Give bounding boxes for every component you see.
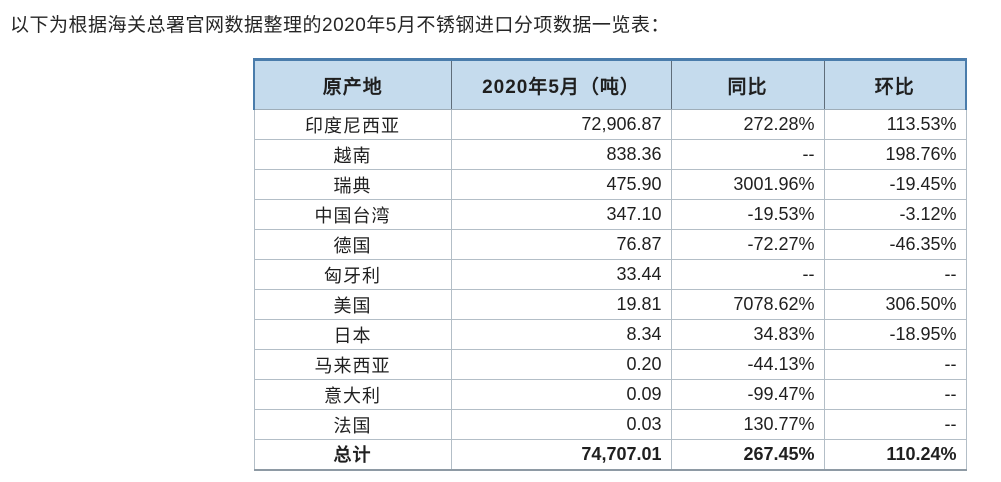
- volume-cell: 72,906.87: [450, 109, 672, 140]
- table-row: 日本 8.34 34.83% -18.95%: [253, 319, 967, 350]
- total-mom-cell: 110.24%: [823, 439, 967, 471]
- total-label-cell: 总计: [253, 439, 452, 471]
- origin-cell: 印度尼西亚: [253, 109, 452, 140]
- yoy-cell: -19.53%: [670, 199, 825, 230]
- mom-cell: -19.45%: [823, 169, 967, 200]
- total-yoy-cell: 267.45%: [670, 439, 825, 471]
- mom-cell: --: [823, 379, 967, 410]
- yoy-cell: 272.28%: [670, 109, 825, 140]
- header-origin: 原产地: [253, 58, 452, 110]
- origin-cell: 越南: [253, 139, 452, 170]
- table-row: 法国 0.03 130.77% --: [253, 409, 967, 440]
- table-row: 印度尼西亚 72,906.87 272.28% 113.53%: [253, 109, 967, 140]
- mom-cell: 198.76%: [823, 139, 967, 170]
- import-data-table: 原产地 2020年5月（吨） 同比 环比 印度尼西亚 72,906.87 272.2…: [253, 58, 967, 471]
- yoy-cell: 34.83%: [670, 319, 825, 350]
- header-volume: 2020年5月（吨）: [450, 58, 672, 110]
- table-row: 匈牙利 33.44 -- --: [253, 259, 967, 290]
- total-row: 总计 74,707.01 267.45% 110.24%: [253, 439, 967, 471]
- table-row: 德国 76.87 -72.27% -46.35%: [253, 229, 967, 260]
- origin-cell: 德国: [253, 229, 452, 260]
- yoy-cell: -99.47%: [670, 379, 825, 410]
- table-row: 越南 838.36 -- 198.76%: [253, 139, 967, 170]
- mom-cell: -3.12%: [823, 199, 967, 230]
- volume-cell: 76.87: [450, 229, 672, 260]
- volume-cell: 33.44: [450, 259, 672, 290]
- mom-cell: -18.95%: [823, 319, 967, 350]
- volume-cell: 0.20: [450, 349, 672, 380]
- yoy-cell: --: [670, 259, 825, 290]
- mom-cell: -46.35%: [823, 229, 967, 260]
- header-yoy: 同比: [670, 58, 825, 110]
- origin-cell: 中国台湾: [253, 199, 452, 230]
- mom-cell: 306.50%: [823, 289, 967, 320]
- origin-cell: 马来西亚: [253, 349, 452, 380]
- origin-cell: 美国: [253, 289, 452, 320]
- volume-cell: 19.81: [450, 289, 672, 320]
- table-row: 中国台湾 347.10 -19.53% -3.12%: [253, 199, 967, 230]
- total-volume-cell: 74,707.01: [450, 439, 672, 471]
- yoy-cell: -44.13%: [670, 349, 825, 380]
- header-mom: 环比: [823, 58, 967, 110]
- origin-cell: 意大利: [253, 379, 452, 410]
- caption-text: 以下为根据海关总署官网数据整理的2020年5月不锈钢进口分项数据一览表：: [10, 15, 670, 36]
- origin-cell: 法国: [253, 409, 452, 440]
- yoy-cell: --: [670, 139, 825, 170]
- yoy-cell: 3001.96%: [670, 169, 825, 200]
- mom-cell: 113.53%: [823, 109, 967, 140]
- origin-cell: 匈牙利: [253, 259, 452, 290]
- volume-cell: 347.10: [450, 199, 672, 230]
- origin-cell: 日本: [253, 319, 452, 350]
- table-row: 马来西亚 0.20 -44.13% --: [253, 349, 967, 380]
- origin-cell: 瑞典: [253, 169, 452, 200]
- table-row: 美国 19.81 7078.62% 306.50%: [253, 289, 967, 320]
- table-row: 意大利 0.09 -99.47% --: [253, 379, 967, 410]
- yoy-cell: 130.77%: [670, 409, 825, 440]
- header-row: 原产地 2020年5月（吨） 同比 环比: [253, 58, 967, 110]
- volume-cell: 8.34: [450, 319, 672, 350]
- mom-cell: --: [823, 259, 967, 290]
- volume-cell: 475.90: [450, 169, 672, 200]
- yoy-cell: -72.27%: [670, 229, 825, 260]
- table-row: 瑞典 475.90 3001.96% -19.45%: [253, 169, 967, 200]
- volume-cell: 0.03: [450, 409, 672, 440]
- volume-cell: 838.36: [450, 139, 672, 170]
- mom-cell: --: [823, 409, 967, 440]
- yoy-cell: 7078.62%: [670, 289, 825, 320]
- mom-cell: --: [823, 349, 967, 380]
- volume-cell: 0.09: [450, 379, 672, 410]
